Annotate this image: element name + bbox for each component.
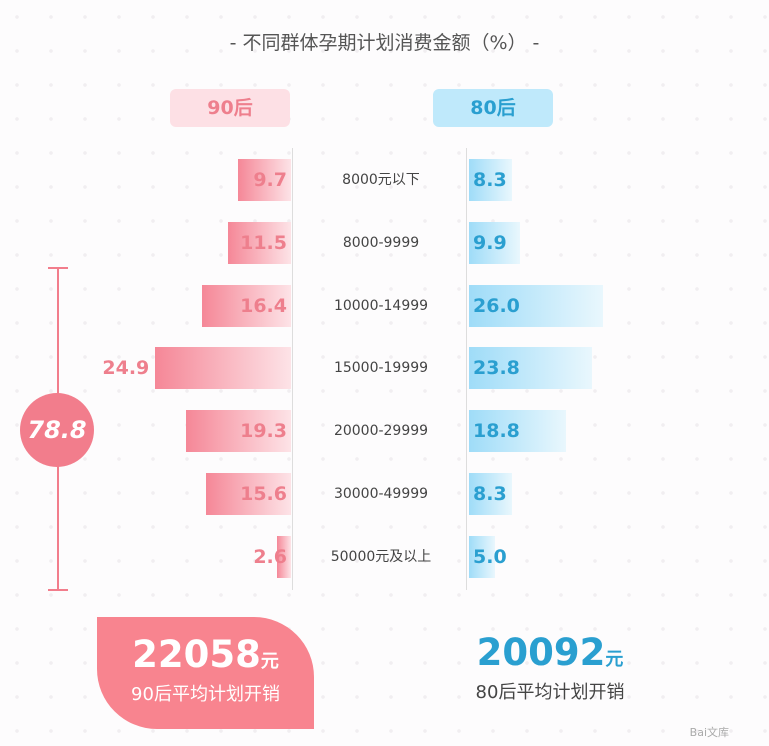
category-label: 10000-14999 [333,297,429,314]
value-label-80: 8.3 [473,169,507,191]
bracket-cap-bottom [48,589,68,591]
bar-80 [469,410,566,453]
value-label-80: 26.0 [473,294,520,317]
bar-80 [469,473,512,515]
avg-80-label: 80后平均计划开销 [475,682,625,703]
bar-90 [185,410,291,453]
value-label-90: 2.6 [253,545,287,568]
bar-80 [469,347,592,390]
bracket-cap-top [48,267,68,269]
legend-90: 90后 [170,89,290,127]
value-label-90: 24.9 [102,357,150,380]
bar-90 [228,221,291,264]
chart-title: - 不同群体孕期计划消费金额（%） - [229,32,540,54]
category-label: 15000-19999 [333,360,429,377]
category-label: 20000-29999 [333,423,429,440]
bar-80 [469,159,512,201]
avg-90-card: 22058元 90后平均计划开销 [97,617,314,729]
value-label-80: 8.3 [473,483,507,505]
axis-right [466,148,467,590]
avg-80-card: 20092元 80后平均计划开销 [440,627,660,704]
category-label: 8000-9999 [342,234,420,251]
value-label-80: 9.9 [473,231,507,254]
value-label-80: 23.8 [473,357,520,380]
avg-90-label: 90后平均计划开销 [131,684,280,705]
bracket-total: 78.8 [20,393,94,467]
bar-80 [469,221,520,264]
avg-80-unit: 元 [605,649,624,670]
value-label-80: 18.8 [473,420,520,443]
axis-left [292,148,293,590]
category-label: 8000元以下 [342,172,420,188]
value-label-90: 15.6 [240,483,287,505]
bar-90 [205,473,291,515]
category-label: 30000-49999 [333,486,429,502]
category-label: 50000元及以上 [330,548,432,565]
value-label-90: 9.7 [253,169,287,191]
watermark: Bai文库 [689,726,729,739]
value-label-90: 19.3 [240,420,287,443]
bar-90 [201,284,291,327]
value-label-90: 16.4 [240,294,287,317]
bar-90 [238,159,291,201]
legend-80: 80后 [433,89,553,127]
avg-80-value: 20092 [476,631,606,674]
avg-90-value: 22058 [132,633,261,676]
bar-80 [469,535,495,578]
avg-90-unit: 元 [260,651,279,672]
bar-90 [155,347,291,390]
value-label-90: 11.5 [240,231,287,254]
bar-90 [276,535,291,578]
bar-80 [469,284,603,327]
value-label-80: 5.0 [473,545,507,568]
